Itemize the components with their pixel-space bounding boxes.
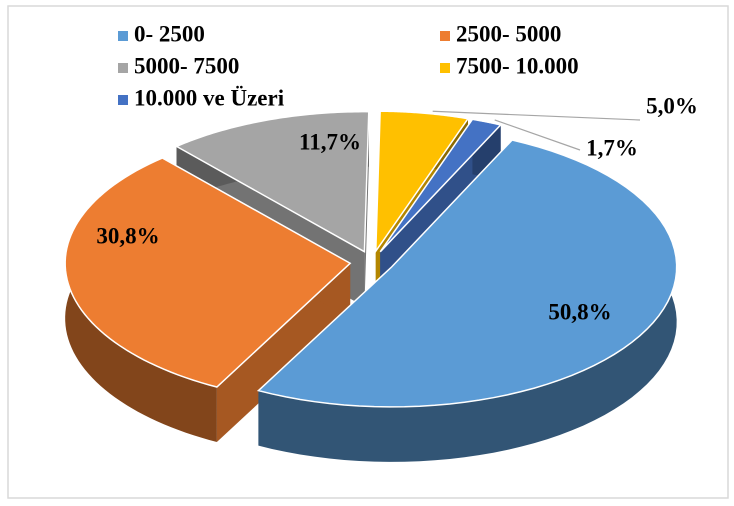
slice-top: [256, 139, 678, 408]
slice-radial-wall: [216, 263, 351, 443]
data-label: 5,0%: [646, 93, 698, 118]
data-label: 1,7%: [586, 135, 638, 160]
slice-top: [379, 118, 503, 253]
leader-line: [494, 119, 581, 151]
legend-swatch: [440, 31, 450, 41]
data-label: 30,8%: [96, 223, 159, 248]
data-label: 11,7%: [299, 129, 361, 154]
slice-outer-wall: [258, 140, 677, 462]
slice-top: [174, 110, 370, 253]
legend-label: 2500- 5000: [456, 21, 561, 46]
legend-swatch: [118, 95, 128, 105]
legend-swatch: [118, 31, 128, 41]
leader-line: [432, 110, 641, 121]
legend-label: 0- 2500: [134, 21, 205, 46]
slice-top: [374, 110, 470, 254]
legend-label: 10.000 ve Üzeri: [134, 85, 285, 110]
legend-label: 7500- 10.000: [456, 53, 579, 78]
legend-swatch: [118, 63, 128, 73]
data-label: 50,8%: [548, 299, 611, 324]
pie-slice: [64, 157, 352, 443]
slice-top: [64, 157, 352, 388]
legend-label: 5000- 7500: [134, 53, 239, 78]
legend-swatch: [440, 63, 450, 73]
pie-slice: [256, 139, 678, 462]
